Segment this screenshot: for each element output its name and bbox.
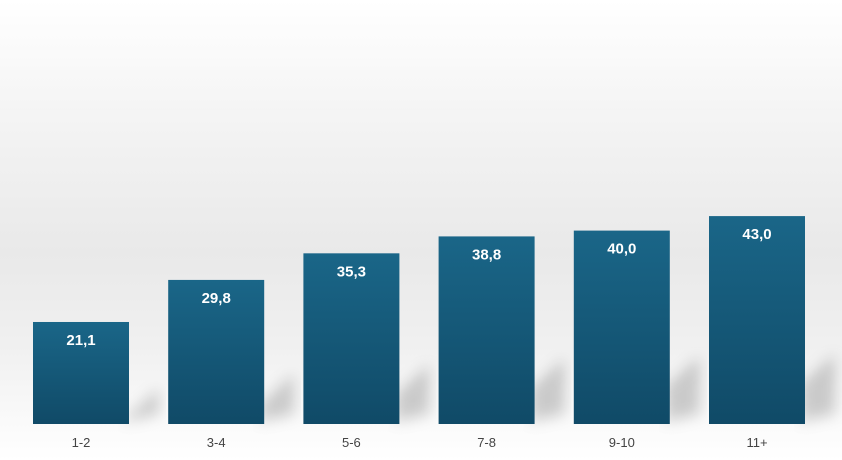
x-tick-label: 9-10 [609, 435, 635, 450]
bar-shadow [801, 354, 835, 422]
bar-value-label: 43,0 [742, 226, 771, 243]
bar-value-label: 40,0 [607, 241, 636, 258]
bar-shadow [395, 364, 430, 422]
bars-group [33, 216, 805, 424]
bar [33, 321, 129, 424]
bar-value-label: 35,3 [337, 263, 366, 280]
x-tick-label: 3-4 [207, 435, 226, 450]
bar-shadow [530, 358, 565, 422]
bar-shadows [125, 354, 835, 422]
x-tick-label: 11+ [746, 435, 767, 450]
bar [709, 216, 805, 424]
x-tick-label: 1-2 [72, 435, 91, 450]
bar-value-label: 21,1 [66, 332, 95, 349]
x-tick-label: 7-8 [477, 435, 496, 450]
bar [303, 253, 400, 424]
value-labels-group: 21,1 29,8 35,3 38,8 40,0 43,0 [66, 226, 771, 349]
bar-shadow [665, 356, 700, 422]
bar [438, 236, 535, 424]
bar [168, 279, 265, 424]
x-tick-labels-group: 1-2 3-4 5-6 7-8 9-10 11+ [72, 435, 768, 450]
bar-shadow [260, 373, 295, 422]
bar-value-label: 29,8 [202, 290, 231, 307]
bar-value-label: 38,8 [472, 246, 501, 263]
bar-shadow [125, 388, 159, 422]
x-tick-label: 5-6 [342, 435, 361, 450]
bar [573, 230, 670, 424]
